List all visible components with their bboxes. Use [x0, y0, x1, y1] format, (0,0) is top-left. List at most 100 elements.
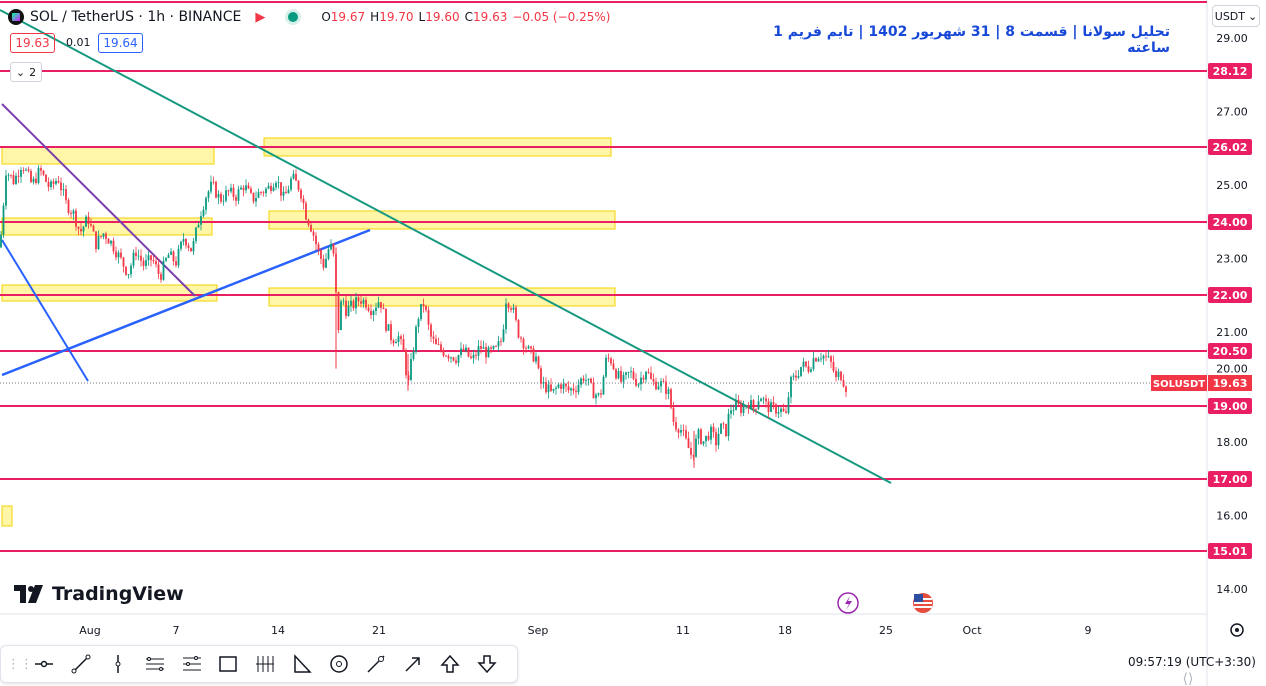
candle-body: [250, 188, 252, 193]
candle-body: [605, 357, 607, 377]
toolbar-drag-handle-icon[interactable]: ⋮⋮: [7, 656, 33, 672]
level-label: 22.00: [1213, 289, 1248, 302]
candle-body: [437, 344, 440, 345]
parallel-channel-icon[interactable]: [142, 651, 168, 677]
candle-body: [252, 192, 255, 202]
candle-body: [772, 402, 775, 405]
y-tick-label: 20.00: [1216, 363, 1248, 376]
candle-body: [717, 433, 720, 446]
candle-body: [400, 336, 402, 339]
scroll-chevrons-icon[interactable]: ⟨⟩: [1183, 671, 1194, 686]
clock-timezone: (UTC+3:30): [1185, 655, 1256, 669]
candle-body: [267, 185, 270, 189]
vertical-line-icon[interactable]: [105, 651, 131, 677]
candle-body: [765, 398, 767, 402]
candle-body: [342, 300, 345, 302]
rectangle-icon[interactable]: [215, 651, 241, 677]
ruler-icon[interactable]: [363, 651, 389, 677]
candle-body: [540, 368, 542, 384]
arrow-up-icon[interactable]: [437, 651, 463, 677]
candle-body: [365, 299, 367, 308]
event-markers[interactable]: [837, 592, 933, 614]
candle-body: [585, 380, 587, 381]
indicators-toggle[interactable]: ⌄ 2: [10, 62, 42, 82]
candle-body: [785, 411, 787, 413]
clock-readout[interactable]: 09:57:19 (UTC+3:30): [1128, 655, 1256, 669]
fib-retracement-icon[interactable]: [252, 651, 278, 677]
candle-body: [675, 421, 677, 430]
tradingview-logo[interactable]: TradingView: [14, 583, 184, 605]
candle-body: [417, 319, 420, 327]
candle-body: [305, 203, 307, 220]
candle-body: [812, 358, 815, 370]
candle-body: [830, 356, 832, 362]
sell-price-box[interactable]: 19.63: [10, 33, 55, 53]
ohlc-values: O19.67 H19.70 L19.60 C19.63 −0.05 (−0.25%): [321, 10, 610, 24]
symbol-title[interactable]: SOL / TetherUS · 1h · BINANCE: [30, 9, 242, 25]
candle-body: [257, 192, 260, 198]
candle-body: [797, 376, 800, 378]
candle-body: [355, 297, 357, 309]
candle-body: [445, 355, 447, 357]
ohlc-label: H: [370, 10, 380, 24]
candle-body: [742, 406, 745, 413]
candle-body: [452, 357, 455, 361]
candle-body: [685, 430, 687, 439]
candle-body: [202, 209, 205, 217]
candle-body: [697, 429, 700, 439]
zone-box: [1, 217, 213, 236]
candle-body: [777, 412, 780, 414]
candle-body: [727, 413, 730, 437]
trend-line-icon[interactable]: [68, 651, 94, 677]
candle-body: [5, 175, 7, 206]
ohlc-value: 19.67: [330, 10, 366, 24]
triangle-icon[interactable]: [289, 651, 315, 677]
candle-body: [262, 192, 265, 194]
market-status-icon[interactable]: [285, 9, 302, 25]
candle-body: [32, 178, 35, 183]
arrow-down-icon[interactable]: [474, 651, 500, 677]
arrow-icon[interactable]: [400, 651, 426, 677]
candle-body: [390, 324, 392, 341]
y-tick-label: 29.00: [1216, 32, 1248, 45]
candle-body: [82, 226, 85, 232]
candle-body: [387, 324, 390, 331]
candle-body: [410, 358, 412, 380]
candle-body: [822, 355, 825, 359]
candle-body: [640, 377, 642, 385]
buy-price-box[interactable]: 19.64: [98, 33, 143, 53]
candle-body: [310, 225, 312, 232]
trend-lines[interactable]: [0, 9, 892, 484]
flag-icon[interactable]: ▶: [255, 9, 266, 25]
candle-body: [150, 255, 152, 261]
currency-button[interactable]: USDT ⌄: [1212, 5, 1260, 27]
candle-body: [405, 350, 407, 376]
regression-trend-icon[interactable]: [179, 651, 205, 677]
candle-body: [460, 348, 462, 356]
ohlc-item: O19.67: [321, 10, 365, 24]
candle-body: [555, 387, 557, 389]
circle-target-icon[interactable]: [326, 651, 352, 677]
candle-body: [735, 399, 737, 410]
candle-body: [590, 378, 592, 383]
candle-body: [577, 384, 580, 393]
candle-body: [30, 170, 32, 183]
candle-body: [672, 407, 675, 422]
candle-body: [537, 356, 540, 369]
level-label: 20.50: [1213, 345, 1248, 358]
candle-body: [637, 384, 640, 386]
candle-body: [565, 383, 567, 387]
settings-gear-icon[interactable]: [1230, 623, 1244, 637]
horizontal-ray-icon[interactable]: [31, 651, 57, 677]
candle-body: [55, 180, 57, 184]
candle-body: [582, 378, 585, 381]
chart-header: SOL / TetherUS · 1h · BINANCE ▶ O19.67 H1…: [8, 6, 610, 28]
level-label-bg: [1208, 471, 1252, 487]
candle-body: [227, 190, 230, 192]
horizontal-levels[interactable]: [0, 1, 1207, 552]
candle-body: [117, 252, 120, 258]
candle-body: [572, 388, 575, 391]
candle-body: [162, 260, 165, 280]
candle-body: [27, 169, 30, 171]
